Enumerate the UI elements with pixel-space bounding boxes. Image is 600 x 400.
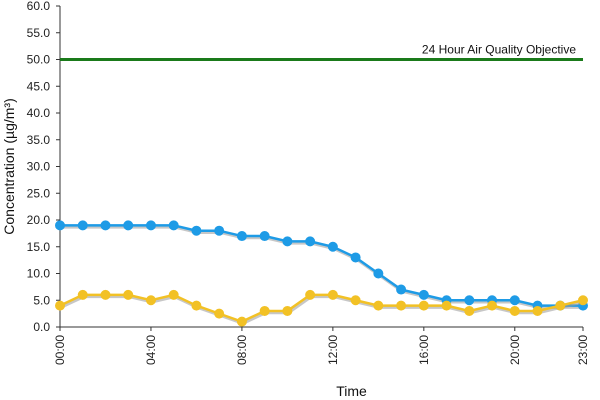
y-tick-label: 5.0 bbox=[33, 293, 50, 307]
series-2-point bbox=[100, 289, 111, 300]
y-tick-label: 60.0 bbox=[27, 0, 51, 13]
series-1-point bbox=[236, 231, 247, 242]
series-1-point bbox=[259, 231, 270, 242]
series-1-point bbox=[55, 220, 65, 231]
x-axis-title: Time bbox=[336, 383, 367, 399]
series-2-point bbox=[396, 300, 407, 311]
y-tick-label: 20.0 bbox=[27, 213, 51, 227]
air-quality-objective-label: 24 Hour Air Quality Objective bbox=[422, 43, 576, 57]
y-tick-label: 15.0 bbox=[27, 240, 51, 254]
series-2-point bbox=[282, 305, 293, 316]
series-2-point bbox=[327, 289, 338, 300]
x-tick-label: 04:00 bbox=[144, 335, 158, 365]
series-2-point bbox=[373, 300, 384, 311]
y-axis-title: Concentration (µg/m³) bbox=[1, 98, 17, 234]
y-tick-label: 35.0 bbox=[27, 133, 51, 147]
series-2-point bbox=[464, 305, 475, 316]
series-1-point bbox=[282, 236, 293, 247]
series-1-line bbox=[60, 224, 583, 307]
y-tick-label: 50.0 bbox=[27, 53, 51, 67]
x-tick-label: 16:00 bbox=[417, 335, 431, 365]
y-axis: 0.0 5.0 10.0 15.0 20.0 25.0 30.0 35.0 40.0 45.0 50… bbox=[27, 0, 61, 334]
reference-line-group: 24 Hour Air Quality Objective bbox=[60, 43, 583, 61]
series-1-point bbox=[396, 284, 407, 295]
series-1-point bbox=[305, 236, 316, 247]
series-1-point bbox=[191, 225, 202, 236]
series-2-point bbox=[145, 295, 156, 306]
series-1-point bbox=[214, 225, 225, 236]
series-1-point bbox=[123, 220, 134, 231]
series-2-point bbox=[236, 316, 247, 327]
series-1-point bbox=[418, 289, 429, 300]
series-1-point bbox=[464, 295, 475, 306]
series-1-point bbox=[509, 295, 520, 306]
series-1-point bbox=[77, 220, 88, 231]
x-axis: 00:00 04:00 08:00 12:00 16:00 20:00 23:00 bbox=[53, 326, 590, 365]
series-2-point bbox=[305, 289, 316, 300]
series-2-point bbox=[191, 300, 202, 311]
series-2 bbox=[55, 289, 588, 327]
series-2-point bbox=[55, 300, 65, 311]
y-tick-label: 30.0 bbox=[27, 160, 51, 174]
series-1-point bbox=[373, 268, 384, 279]
series-2-point bbox=[214, 308, 225, 319]
y-tick-label: 0.0 bbox=[33, 320, 50, 334]
x-tick-label: 23:00 bbox=[576, 335, 590, 365]
series-2-point bbox=[578, 295, 588, 306]
y-tick-label: 10.0 bbox=[27, 267, 51, 281]
series-1-point bbox=[145, 220, 156, 231]
series-2-point bbox=[532, 305, 543, 316]
x-tick-label: 20:00 bbox=[508, 335, 522, 365]
series-2-point bbox=[441, 300, 452, 311]
series-1-point bbox=[327, 241, 338, 252]
y-tick-label: 25.0 bbox=[27, 186, 51, 200]
series-2-point bbox=[123, 289, 134, 300]
y-tick-label: 55.0 bbox=[27, 26, 51, 40]
series-2-point bbox=[77, 289, 88, 300]
x-tick-label: 08:00 bbox=[235, 335, 249, 365]
series-2-point bbox=[555, 300, 566, 311]
x-tick-label: 00:00 bbox=[53, 335, 67, 365]
series-2-point bbox=[168, 289, 179, 300]
x-tick-label: 12:00 bbox=[326, 335, 340, 365]
series-2-point bbox=[487, 300, 498, 311]
series-1-point bbox=[100, 220, 111, 231]
series-2-point bbox=[350, 295, 361, 306]
y-tick-label: 40.0 bbox=[27, 106, 51, 120]
series-2-point bbox=[418, 300, 429, 311]
series-1-point bbox=[168, 220, 179, 231]
series-2-point bbox=[259, 305, 270, 316]
series-2-point bbox=[509, 305, 520, 316]
series-1-point bbox=[350, 252, 361, 263]
series-group bbox=[55, 220, 588, 327]
y-tick-label: 45.0 bbox=[27, 79, 51, 93]
